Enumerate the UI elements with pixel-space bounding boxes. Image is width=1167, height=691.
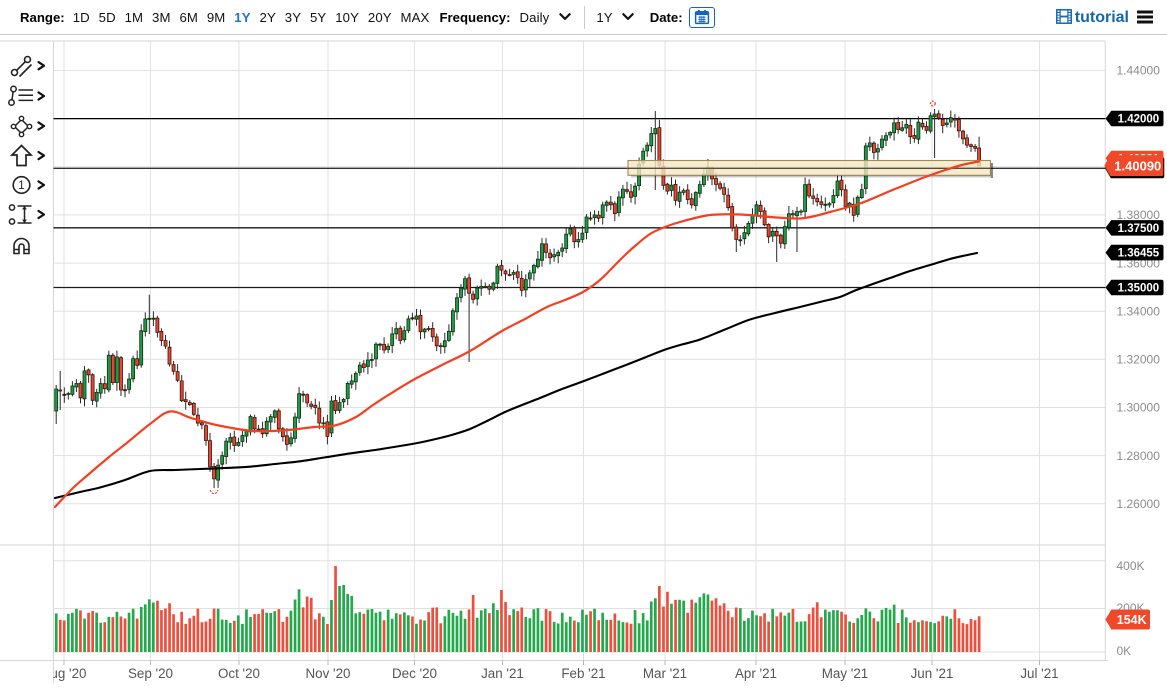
svg-text:1.35000: 1.35000 xyxy=(1118,283,1160,295)
svg-text:Oct '20: Oct '20 xyxy=(218,666,260,681)
svg-text:154K: 154K xyxy=(1117,613,1147,627)
svg-text:1.34000: 1.34000 xyxy=(1117,304,1161,318)
svg-text:1.44000: 1.44000 xyxy=(1117,64,1161,78)
svg-text:1.30000: 1.30000 xyxy=(1117,401,1161,415)
svg-text:Mar '21: Mar '21 xyxy=(643,666,687,681)
svg-text:1.26000: 1.26000 xyxy=(1117,497,1161,511)
svg-text:1.32000: 1.32000 xyxy=(1117,353,1161,367)
svg-text:1.38000: 1.38000 xyxy=(1117,208,1161,222)
svg-text:1.37500: 1.37500 xyxy=(1118,223,1160,235)
svg-text:Jan '21: Jan '21 xyxy=(481,666,524,681)
svg-text:Apr '21: Apr '21 xyxy=(735,666,777,681)
svg-text:Feb '21: Feb '21 xyxy=(561,666,605,681)
svg-text:0K: 0K xyxy=(1117,644,1132,658)
svg-text:1.28000: 1.28000 xyxy=(1117,449,1161,463)
svg-text:Dec '20: Dec '20 xyxy=(392,666,437,681)
svg-text:400K: 400K xyxy=(1117,559,1145,573)
svg-text:Nov '20: Nov '20 xyxy=(306,666,351,681)
svg-text:Jun '21: Jun '21 xyxy=(911,666,954,681)
svg-text:Sep '20: Sep '20 xyxy=(128,666,173,681)
svg-text:1: 1 xyxy=(18,180,24,192)
svg-text:1.36455: 1.36455 xyxy=(1118,248,1160,260)
svg-text:1.42000: 1.42000 xyxy=(1118,114,1160,126)
svg-text:Aug '20: Aug '20 xyxy=(42,666,87,681)
svg-text:May '21: May '21 xyxy=(822,666,868,681)
svg-text:1.40090: 1.40090 xyxy=(1114,158,1161,173)
svg-text:Jul '21: Jul '21 xyxy=(1020,666,1058,681)
